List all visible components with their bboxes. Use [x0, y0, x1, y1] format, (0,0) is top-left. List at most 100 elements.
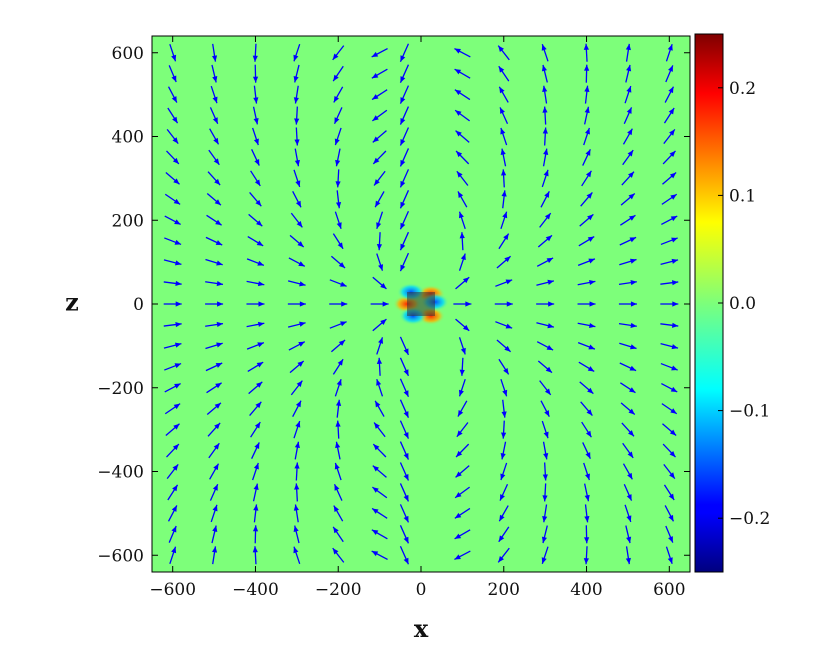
field-arrow	[621, 422, 635, 437]
field-arrow	[371, 550, 388, 561]
field-arrow	[541, 546, 549, 564]
field-arrow	[455, 465, 470, 478]
field-arrow	[664, 505, 675, 522]
field-arrow	[166, 443, 180, 458]
field-arrow	[457, 400, 468, 417]
colorbar-tick-label: −0.2	[729, 509, 770, 529]
field-arrow	[542, 127, 548, 146]
field-arrow	[580, 192, 593, 207]
field-arrow	[399, 190, 410, 209]
field-arrow	[293, 169, 301, 188]
field-arrow	[251, 127, 259, 146]
field-arrow	[372, 276, 387, 290]
x-tick-label: −600	[149, 580, 196, 600]
y-axis-title: z	[65, 288, 79, 317]
field-arrow	[372, 150, 387, 165]
field-arrow	[399, 43, 410, 63]
field-arrow	[665, 546, 673, 564]
field-arrow	[167, 86, 178, 103]
field-arrow	[166, 128, 179, 145]
field-arrow	[376, 232, 383, 251]
field-arrow	[372, 318, 387, 332]
field-arrow	[624, 85, 632, 104]
field-arrow	[399, 148, 410, 167]
field-arrow	[294, 441, 300, 460]
field-arrow	[163, 321, 182, 328]
field-arrow	[246, 280, 265, 287]
field-arrow	[373, 170, 386, 186]
field-arrow	[169, 546, 177, 564]
field-arrow	[620, 382, 636, 394]
field-arrow	[620, 192, 636, 206]
field-arrow	[579, 381, 594, 395]
field-arrow	[539, 212, 552, 228]
y-tick-label: 0	[133, 295, 144, 315]
x-tick-label: 200	[488, 580, 520, 600]
field-arrow	[540, 191, 550, 208]
y-axis: −600 −400 −200 0 200 400 600	[97, 44, 690, 566]
field-arrow	[542, 441, 549, 460]
y-tick-label: −600	[97, 546, 144, 566]
field-arrow	[660, 237, 678, 246]
field-arrow	[206, 402, 222, 416]
field-arrow	[205, 258, 223, 266]
field-arrow	[577, 301, 596, 307]
field-arrow	[208, 442, 220, 459]
field-arrow	[584, 85, 590, 104]
field-arrow	[662, 172, 677, 185]
field-arrow	[293, 504, 299, 523]
field-arrow	[294, 106, 300, 125]
field-arrow	[454, 507, 471, 519]
field-arrow	[583, 43, 589, 62]
field-arrow	[458, 337, 466, 355]
field-arrow	[372, 130, 387, 143]
field-arrow	[165, 172, 180, 185]
field-arrow	[206, 382, 222, 394]
field-arrow	[663, 107, 675, 124]
field-arrow	[248, 381, 263, 395]
field-arrow	[289, 360, 305, 374]
field-arrow	[498, 86, 509, 103]
field-arrow	[619, 342, 637, 350]
field-arrow	[618, 301, 637, 307]
field-arrow	[455, 318, 470, 332]
field-arrow	[454, 109, 471, 122]
field-arrow	[496, 339, 512, 353]
field-arrow	[168, 525, 177, 543]
colorbar: 0.2 0.1 0.0 −0.1 −0.2	[694, 33, 770, 573]
field-arrow	[211, 64, 218, 83]
field-arrow	[371, 507, 388, 519]
field-arrow	[209, 128, 220, 145]
field-arrow	[399, 210, 410, 230]
x-tick-label: −200	[315, 580, 362, 600]
field-arrow	[287, 301, 306, 307]
x-axis: −600 −400 −200 0 200 400 600	[149, 36, 686, 600]
field-arrow	[662, 423, 677, 436]
field-arrow	[618, 322, 637, 328]
field-arrow	[454, 47, 471, 58]
field-arrow	[335, 169, 341, 188]
field-arrow	[371, 89, 388, 101]
field-arrow	[453, 301, 472, 307]
field-arrow	[399, 504, 410, 523]
field-arrow	[335, 441, 341, 460]
field-arrow	[399, 545, 410, 565]
field-arrow	[399, 336, 410, 356]
field-arrow	[374, 400, 385, 417]
field-arrow	[497, 45, 510, 61]
y-tick-label: −200	[97, 379, 144, 399]
field-arrow	[459, 232, 465, 251]
field-arrow	[663, 484, 675, 501]
field-arrow	[333, 86, 344, 103]
field-arrow	[457, 191, 468, 208]
field-arrow	[374, 191, 385, 208]
field-arrow	[622, 442, 634, 459]
field-arrow	[252, 106, 259, 125]
field-arrow	[577, 322, 596, 329]
field-arrow	[211, 43, 218, 62]
colorbar-tick-label: −0.1	[729, 402, 770, 422]
field-arrow	[334, 379, 342, 397]
field-arrow	[499, 483, 509, 501]
field-arrow	[332, 65, 344, 82]
field-arrow	[399, 231, 410, 251]
